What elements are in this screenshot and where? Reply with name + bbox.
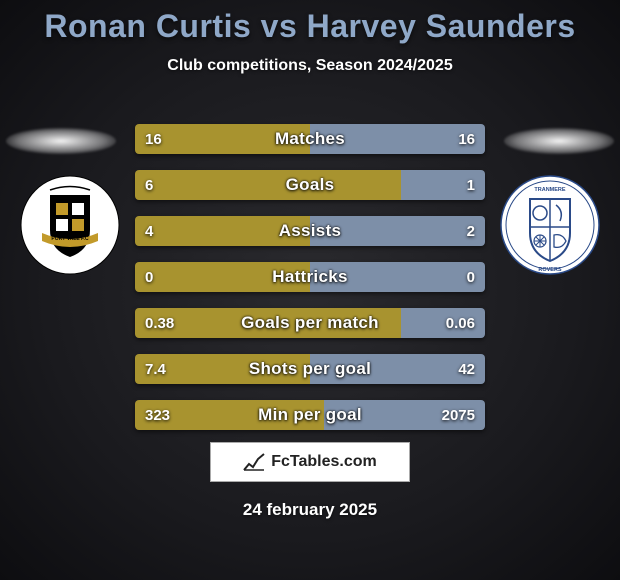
stat-value-left: 0 bbox=[145, 262, 153, 292]
stat-label: Goals bbox=[135, 170, 485, 200]
stat-label: Hattricks bbox=[135, 262, 485, 292]
stat-value-left: 4 bbox=[145, 216, 153, 246]
stat-value-right: 2 bbox=[467, 216, 475, 246]
stat-label: Shots per goal bbox=[135, 354, 485, 384]
stat-row: Hattricks0 0 bbox=[135, 262, 485, 292]
svg-text:PORT VALE F.C: PORT VALE F.C bbox=[51, 236, 89, 242]
spotlight-right bbox=[504, 128, 614, 154]
stat-row: Assists4 2 bbox=[135, 216, 485, 246]
stat-value-left: 0.38 bbox=[145, 308, 174, 338]
stat-row: Shots per goal7.4 42 bbox=[135, 354, 485, 384]
watermark-text: FcTables.com bbox=[271, 453, 377, 471]
svg-text:ROVERS: ROVERS bbox=[538, 267, 562, 273]
stat-value-right: 2075 bbox=[442, 400, 475, 430]
stat-label: Assists bbox=[135, 216, 485, 246]
stat-row: Min per goal323 2075 bbox=[135, 400, 485, 430]
stat-value-right: 16 bbox=[458, 124, 475, 154]
stat-row: Goals6 1 bbox=[135, 170, 485, 200]
comparison-bars: Matches1616Goals61Assists42Hattricks00Go… bbox=[135, 124, 485, 446]
club-badge-right: TRANMERE ROVERS bbox=[500, 175, 600, 275]
subtitle: Club competitions, Season 2024/2025 bbox=[0, 57, 620, 75]
stat-value-right: 1 bbox=[467, 170, 475, 200]
spotlight-left bbox=[6, 128, 116, 154]
stat-row: Matches16 16 bbox=[135, 124, 485, 154]
page-title: Ronan Curtis vs Harvey Saunders bbox=[0, 0, 620, 45]
stat-value-left: 16 bbox=[145, 124, 162, 154]
stat-value-left: 6 bbox=[145, 170, 153, 200]
svg-text:TRANMERE: TRANMERE bbox=[534, 187, 565, 193]
stat-value-right: 0.06 bbox=[446, 308, 475, 338]
stat-value-left: 323 bbox=[145, 400, 170, 430]
stat-label: Goals per match bbox=[135, 308, 485, 338]
watermark: FcTables.com bbox=[210, 442, 410, 482]
stat-value-right: 42 bbox=[458, 354, 475, 384]
stat-label: Matches bbox=[135, 124, 485, 154]
stat-value-right: 0 bbox=[467, 262, 475, 292]
chart-icon bbox=[243, 453, 265, 471]
stat-value-left: 7.4 bbox=[145, 354, 166, 384]
stat-label: Min per goal bbox=[135, 400, 485, 430]
date-text: 24 february 2025 bbox=[0, 500, 620, 520]
club-badge-left: PORT VALE F.C bbox=[20, 175, 120, 275]
stat-row: Goals per match0.38 0.06 bbox=[135, 308, 485, 338]
